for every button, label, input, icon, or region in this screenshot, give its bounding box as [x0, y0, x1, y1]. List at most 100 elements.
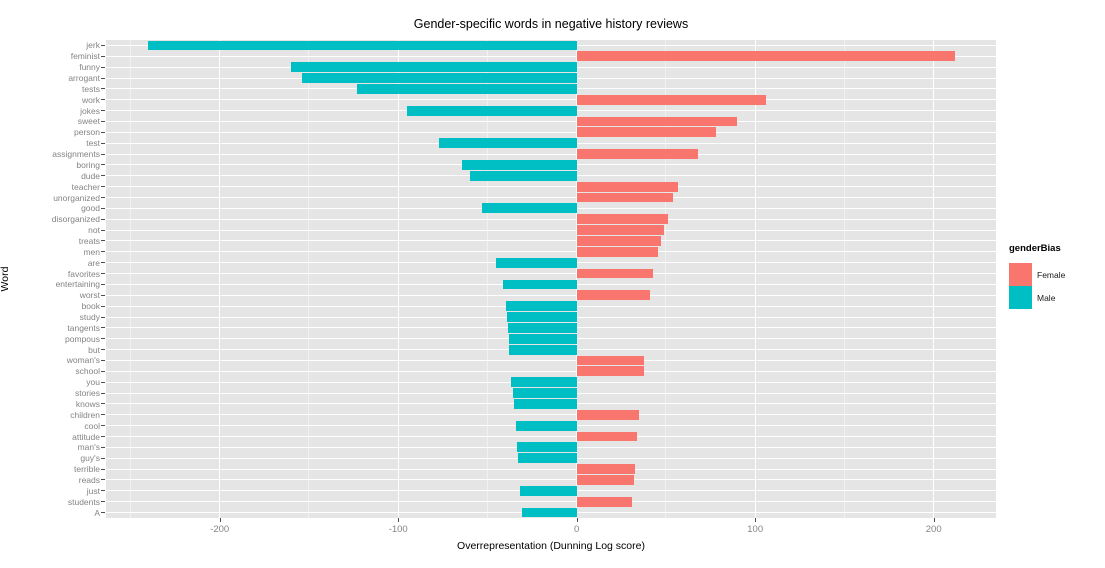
bar-not: [576, 225, 665, 235]
y-tick-label: A: [94, 507, 100, 518]
bar-worst: [576, 290, 650, 301]
x-tick-label: 100: [747, 524, 764, 535]
x-tick-label: 200: [925, 524, 942, 535]
y-tick-label: knows: [75, 398, 100, 409]
y-tick-label: are: [87, 257, 100, 268]
bar-treats: [576, 236, 661, 246]
x-tick-mark: [933, 518, 935, 522]
y-tick-label: book: [81, 301, 100, 312]
legend-label-male: Male: [1037, 292, 1056, 303]
y-axis-title: Word: [0, 266, 11, 292]
bar-but: [508, 344, 577, 355]
row-gridline: [106, 468, 996, 470]
y-tick-label: good: [81, 203, 100, 214]
y-tick-mark: [101, 436, 105, 438]
row-gridline: [106, 186, 996, 188]
legend-label-female: Female: [1037, 269, 1066, 280]
y-tick-mark: [101, 316, 105, 318]
y-tick-mark: [101, 305, 105, 307]
y-tick-mark: [101, 338, 105, 340]
row-gridline: [106, 99, 996, 101]
y-tick-label: teacher: [71, 181, 100, 192]
legend-entry-male: Male: [1009, 286, 1105, 309]
row-gridline: [106, 370, 996, 372]
y-tick-mark: [101, 501, 105, 503]
y-tick-mark: [101, 207, 105, 209]
legend-swatch-0: [1009, 263, 1032, 286]
x-tick-label: -200: [210, 524, 230, 535]
y-tick-mark: [101, 294, 105, 296]
bar-dude: [469, 170, 577, 181]
y-tick-label: disorganized: [51, 214, 100, 225]
y-tick-label: tangents: [67, 322, 100, 333]
y-tick-label: woman's: [66, 355, 100, 366]
y-tick-label: person: [74, 127, 100, 138]
y-tick-mark: [101, 327, 105, 329]
y-tick-label: unorganized: [53, 192, 100, 203]
x-tick-mark: [755, 518, 757, 522]
y-tick-label: but: [88, 344, 100, 355]
y-tick-mark: [101, 446, 105, 448]
bar-are: [496, 257, 577, 268]
y-tick-label: treats: [78, 235, 100, 246]
x-axis-title: Overrepresentation (Dunning Log score): [457, 540, 645, 552]
y-tick-label: you: [86, 377, 100, 388]
y-tick-mark: [101, 468, 105, 470]
y-tick-mark: [101, 164, 105, 166]
x-tick-mark: [576, 518, 578, 522]
legend-title: genderBias: [1009, 243, 1061, 254]
plot-panel: [106, 40, 996, 518]
y-tick-mark: [101, 359, 105, 361]
bar-school: [576, 366, 644, 377]
y-tick-label: entertaining: [55, 279, 100, 290]
y-tick-mark: [101, 142, 105, 144]
y-tick-mark: [101, 457, 105, 459]
y-tick-mark: [101, 392, 105, 394]
y-tick-label: funny: [79, 62, 100, 73]
y-tick-mark: [101, 370, 105, 372]
y-tick-mark: [101, 110, 105, 112]
bar-cool: [516, 420, 577, 431]
legend-swatch-1: [1009, 286, 1032, 309]
x-tick-mark: [398, 518, 400, 522]
y-tick-mark: [101, 197, 105, 199]
bar-students: [576, 496, 633, 507]
bar-woman's: [576, 355, 645, 366]
bar-boring: [462, 160, 577, 170]
bar-feminist: [576, 51, 956, 62]
legend-entry-female: Female: [1009, 263, 1105, 286]
y-tick-label: worst: [79, 290, 100, 301]
y-tick-mark: [101, 99, 105, 101]
bar-terrible: [576, 464, 636, 474]
bar-knows: [513, 399, 577, 409]
row-gridline: [106, 218, 996, 220]
row-gridline: [106, 479, 996, 481]
y-tick-mark: [101, 512, 105, 514]
y-tick-label: favorites: [67, 268, 100, 279]
major-gridline: [576, 40, 578, 518]
y-tick-label: dude: [81, 170, 100, 181]
y-tick-mark: [101, 425, 105, 427]
bar-unorganized: [576, 192, 674, 203]
row-gridline: [106, 55, 996, 57]
y-tick-label: test: [86, 138, 100, 149]
row-gridline: [106, 294, 996, 296]
bar-men: [576, 246, 658, 257]
y-tick-mark: [101, 283, 105, 285]
x-tick-mark: [219, 518, 221, 522]
bar-just: [520, 485, 577, 496]
bar-tangents: [507, 322, 577, 333]
bar-A: [522, 507, 577, 518]
y-tick-mark: [101, 186, 105, 188]
row-gridline: [106, 131, 996, 133]
major-gridline: [754, 40, 756, 518]
row-gridline: [106, 251, 996, 253]
row-gridline: [106, 120, 996, 122]
y-tick-mark: [101, 240, 105, 242]
y-tick-mark: [101, 153, 105, 155]
y-tick-label: sweet: [77, 116, 100, 127]
y-tick-label: arrogant: [68, 73, 100, 84]
row-gridline: [106, 359, 996, 361]
row-gridline: [106, 501, 996, 503]
bar-guy's: [517, 453, 577, 464]
